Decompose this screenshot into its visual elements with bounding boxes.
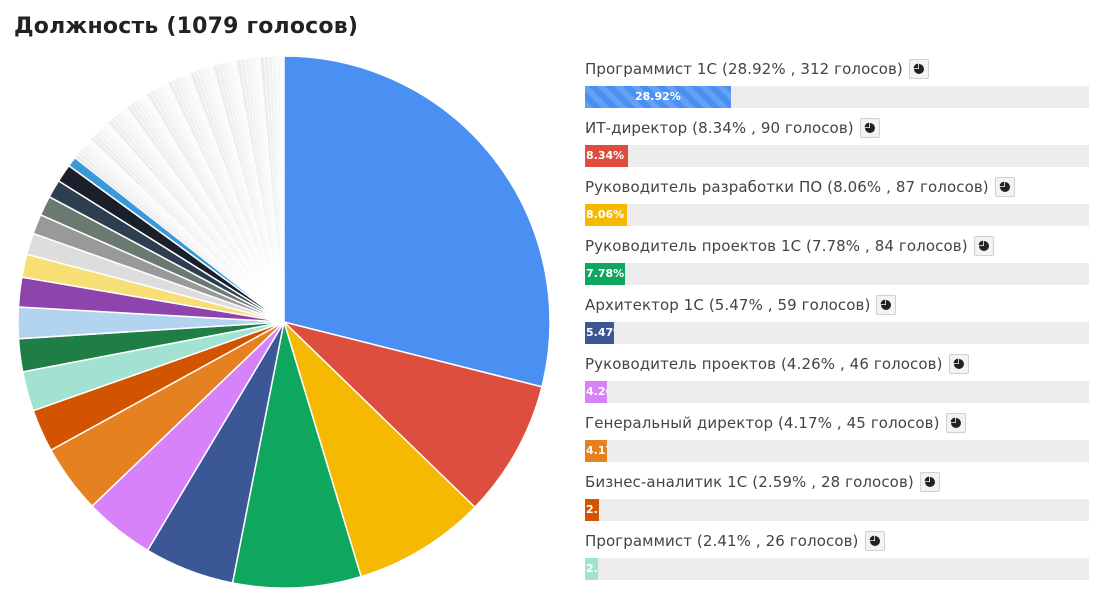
bar-percent-label: 2.59% (586, 503, 599, 516)
pie-chart-icon[interactable] (945, 413, 966, 433)
pie-chart-icon[interactable] (859, 118, 880, 138)
bar-percent-label: 8.34% (586, 149, 625, 162)
list-item: Программист 1С (28.92% , 312 голосов) 28… (585, 56, 1089, 115)
progress-fill: 7.78% (585, 263, 626, 285)
pie-slice (279, 55, 285, 323)
list-item: Руководитель разработки ПО (8.06% , 87 г… (585, 174, 1089, 233)
item-label: Программист 1С (28.92% , 312 голосов) (585, 60, 903, 78)
bar-percent-label: 28.92% (634, 90, 681, 103)
progress-bar: 8.34% (585, 145, 1089, 167)
item-label: Генеральный директор (4.17% , 45 голосов… (585, 414, 940, 432)
item-label: Руководитель разработки ПО (8.06% , 87 г… (585, 178, 989, 196)
bar-percent-label: 7.78% (586, 267, 625, 280)
list-item: Программист (2.41% , 26 голосов) 2.41% (585, 528, 1089, 587)
bar-percent-label: 4.17% (586, 444, 607, 457)
pie-chart-icon[interactable] (876, 295, 897, 315)
list-item: Архитектор 1С (5.47% , 59 голосов) 5.47% (585, 292, 1089, 351)
bar-percent-label: 4.26% (586, 385, 607, 398)
pie-chart-icon[interactable] (908, 59, 929, 79)
item-label: Бизнес-аналитик 1С (2.59% , 28 голосов) (585, 473, 914, 491)
pie-chart (14, 50, 554, 590)
progress-fill: 2.59% (585, 499, 600, 521)
progress-fill: 8.06% (585, 204, 627, 226)
list-item: Руководитель проектов (4.26% , 46 голосо… (585, 351, 1089, 410)
list-item: Генеральный директор (4.17% , 45 голосов… (585, 410, 1089, 469)
bar-percent-label: 5.47% (586, 326, 614, 339)
page-title: Должность (1079 голосов) (14, 14, 359, 39)
progress-bar: 7.78% (585, 263, 1089, 285)
pie-chart-icon[interactable] (994, 177, 1015, 197)
item-label: Руководитель проектов 1С (7.78% , 84 гол… (585, 237, 968, 255)
progress-fill: 5.47% (585, 322, 614, 344)
progress-bar: 8.06% (585, 204, 1089, 226)
progress-bar: 5.47% (585, 322, 1089, 344)
pie-chart-svg (17, 55, 551, 589)
progress-bar: 2.59% (585, 499, 1089, 521)
item-label: Руководитель проектов (4.26% , 46 голосо… (585, 355, 943, 373)
pie-slice (283, 321, 543, 508)
list-item: Руководитель проектов 1С (7.78% , 84 гол… (585, 233, 1089, 292)
pie-slice (283, 321, 476, 578)
progress-bar: 4.17% (585, 440, 1089, 462)
results-list: Программист 1С (28.92% , 312 голосов) 28… (585, 56, 1089, 587)
list-item: ИТ-директор (8.34% , 90 голосов) 8.34% (585, 115, 1089, 174)
bar-percent-label: 2.41% (586, 562, 598, 575)
progress-fill: 4.26% (585, 381, 608, 403)
pie-chart-icon[interactable] (864, 531, 885, 551)
progress-fill: 2.41% (585, 558, 599, 580)
progress-fill: 28.92% (585, 86, 731, 108)
item-label: Архитектор 1С (5.47% , 59 голосов) (585, 296, 871, 314)
pie-chart-icon[interactable] (948, 354, 969, 374)
bar-percent-label: 8.06% (586, 208, 625, 221)
pie-chart-icon[interactable] (973, 236, 994, 256)
item-label: Программист (2.41% , 26 голосов) (585, 532, 859, 550)
progress-fill: 8.34% (585, 145, 629, 167)
progress-fill: 4.17% (585, 440, 608, 462)
pie-chart-icon[interactable] (919, 472, 940, 492)
progress-bar: 4.26% (585, 381, 1089, 403)
list-item: Бизнес-аналитик 1С (2.59% , 28 голосов) … (585, 469, 1089, 528)
pie-slice (283, 55, 551, 388)
progress-bar: 2.41% (585, 558, 1089, 580)
progress-bar: 28.92% (585, 86, 1089, 108)
pie-slice (231, 321, 362, 589)
item-label: ИТ-директор (8.34% , 90 голосов) (585, 119, 854, 137)
